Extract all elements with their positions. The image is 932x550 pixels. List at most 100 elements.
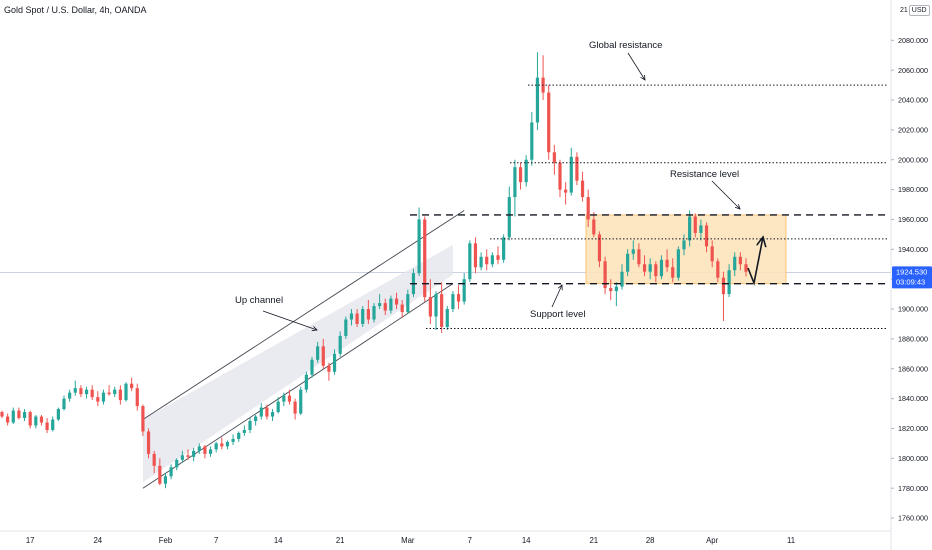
y-tick-label: 1840.000 xyxy=(898,394,928,403)
currency-label[interactable]: USD xyxy=(908,5,930,16)
candle xyxy=(197,443,201,454)
candle-body xyxy=(349,313,354,320)
candle xyxy=(220,437,224,450)
candle xyxy=(389,295,393,314)
candle xyxy=(208,446,213,457)
candle xyxy=(394,292,399,310)
candle xyxy=(451,291,455,313)
candle xyxy=(575,152,579,186)
x-tick-label: 7 xyxy=(214,536,218,545)
candle xyxy=(39,415,44,426)
candle xyxy=(22,409,27,422)
up-channel-upper-line xyxy=(142,210,465,420)
candle-body xyxy=(130,383,134,389)
candle xyxy=(248,418,252,433)
candle-body xyxy=(310,359,314,375)
candle-body xyxy=(575,156,579,181)
candle-body xyxy=(507,197,511,238)
candle-body xyxy=(0,412,4,417)
candle xyxy=(462,273,466,305)
x-tick-label: Feb xyxy=(159,536,173,545)
candle-body xyxy=(456,294,461,302)
candle-body xyxy=(287,395,292,402)
candle xyxy=(124,382,128,402)
candle-body xyxy=(259,407,263,417)
candle-body xyxy=(535,77,540,123)
candle xyxy=(372,303,376,323)
candle-body xyxy=(265,407,269,417)
x-tick-label: 11 xyxy=(787,536,795,545)
candle-body xyxy=(197,446,201,451)
candle xyxy=(428,279,432,324)
candle xyxy=(524,155,528,187)
candle-body xyxy=(597,234,602,262)
candle-body xyxy=(659,259,664,277)
candle-body xyxy=(524,159,528,183)
support-level-label: Support level xyxy=(530,309,585,320)
candle-body xyxy=(366,309,370,320)
resistance-level-label: Resistance level xyxy=(670,169,739,180)
currency-selector[interactable]: 21 USD xyxy=(900,5,930,16)
candle-body xyxy=(637,249,641,265)
candle-body xyxy=(552,152,556,163)
candle-body xyxy=(580,180,585,198)
candle-body xyxy=(654,264,658,277)
candle-body xyxy=(462,279,466,302)
price-tag-countdown: 03:09:43 xyxy=(896,277,925,286)
candle-body xyxy=(721,277,726,295)
candle-body xyxy=(45,422,49,430)
candle-body xyxy=(90,389,94,398)
candle xyxy=(237,431,241,442)
candle-body xyxy=(208,449,213,454)
candle xyxy=(603,256,607,295)
candle xyxy=(6,413,10,426)
candle xyxy=(175,458,179,471)
candle xyxy=(276,397,280,414)
candle-body xyxy=(293,401,297,414)
currency-prefix: 21 xyxy=(900,7,908,14)
candle xyxy=(614,282,618,307)
candle-body xyxy=(383,303,387,311)
candle-body xyxy=(84,389,89,395)
candle xyxy=(310,356,314,378)
candle xyxy=(242,425,246,436)
x-tick-label: 21 xyxy=(589,536,598,545)
candle xyxy=(130,377,134,392)
candle xyxy=(609,279,613,301)
candle xyxy=(485,249,489,271)
candle-body xyxy=(372,306,376,320)
candle xyxy=(699,219,703,241)
candle-body xyxy=(609,288,613,292)
candle-body xyxy=(124,383,128,401)
candle-body xyxy=(338,335,342,354)
candle xyxy=(659,255,664,280)
candle-body xyxy=(186,455,190,457)
y-tick-label: 1860.000 xyxy=(898,364,928,373)
candle-body xyxy=(665,259,669,268)
candle-body xyxy=(400,304,404,313)
x-tick-label: 17 xyxy=(26,536,35,545)
candle-body xyxy=(699,225,703,233)
candle-body xyxy=(490,255,494,265)
candle-body xyxy=(479,256,483,268)
candle-body xyxy=(738,256,742,265)
candle-body xyxy=(688,216,692,241)
candle-body xyxy=(321,346,325,366)
candle xyxy=(738,252,742,271)
candle-body xyxy=(378,303,382,307)
candle xyxy=(225,440,230,450)
candle-body xyxy=(592,219,596,235)
candle xyxy=(327,362,331,381)
candle-body xyxy=(22,412,27,419)
candle-body xyxy=(564,189,568,193)
candle xyxy=(434,291,438,330)
y-tick-label: 2060.000 xyxy=(898,66,928,75)
candle xyxy=(107,385,111,396)
candle-body xyxy=(406,294,410,313)
candle-body xyxy=(51,419,55,430)
candle-body xyxy=(68,392,72,399)
candle-body xyxy=(6,416,10,423)
